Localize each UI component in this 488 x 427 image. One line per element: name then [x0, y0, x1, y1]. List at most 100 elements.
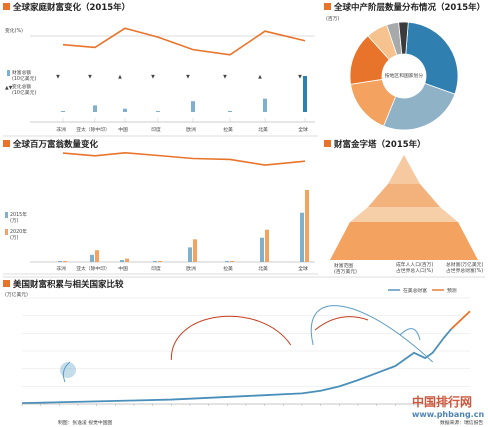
total-bar [156, 111, 160, 112]
wealth-pyramid-panel: 财富金字塔（2015年） 财富范围 (百万美元) 成年人人口(百万) 占世界总人… [324, 139, 483, 275]
panel-title: 全球中产阶层数量分布情况（2015年） [333, 2, 485, 13]
panel-title: 美国财富积累与相关国家比较 [13, 279, 124, 290]
panel-title: 全球家庭财富变化（2015年） [12, 2, 130, 13]
panel-title: 财富金字塔（2015年） [333, 139, 426, 150]
category-label: 北美 [258, 126, 268, 133]
category-label: 拉美 [223, 126, 233, 133]
bar-2015 [153, 261, 157, 262]
bar-2020 [230, 260, 234, 262]
category-label: 北美 [258, 265, 268, 272]
wealth-change-panel: 全球家庭财富变化（2015年） 变化(%) 财富总额 (10亿美元) ▲▼ 变化… [3, 2, 318, 137]
pyramid-tier-4 [330, 222, 478, 260]
category-label: 欧洲 [186, 265, 196, 272]
legend-delta-unit: (10亿美元) [12, 89, 36, 96]
category-label: 欧洲 [186, 126, 196, 133]
bar-2015 [120, 260, 124, 262]
millionaires-panel: 全球百万富翁数量变化 2015年 (万) 2020年 (万) 非洲 亚太（除中印）… [3, 139, 318, 275]
legend-delta: 变化总额 [12, 83, 31, 90]
category-label: 非洲 [56, 265, 66, 272]
panel-title: 全球百万富翁数量变化 [12, 139, 99, 150]
bar-2020 [63, 261, 67, 262]
total-bar [123, 108, 127, 112]
total-bar [263, 98, 267, 112]
panel-marker [3, 280, 10, 287]
delta-arrow: ▼ [56, 74, 60, 80]
source-credit: 制图：张逸凌 视觉中国图 [58, 419, 112, 426]
panel-marker [3, 3, 10, 10]
arrow-china-2000 [170, 315, 292, 361]
us-wealth-panel: 美国财富积累与相关国家比较 (万亿美元) 在美总财富 预测 [3, 276, 485, 406]
data-source: 数据来源：瑞信报告 [440, 419, 483, 426]
panel-marker [324, 140, 331, 147]
legend-2015-unit: (万) [10, 218, 19, 224]
category-label: 全球 [298, 126, 308, 133]
category-label: 全球 [298, 265, 308, 272]
bar-2020 [193, 239, 197, 262]
pie-unit: (百万) [326, 16, 339, 22]
pyramid-range-label: 财富范围 [334, 262, 353, 269]
western-europe-bubble [60, 362, 76, 378]
bar-2015 [188, 247, 192, 262]
bar-2020 [265, 229, 269, 262]
total-bar [93, 105, 97, 112]
pyramid-adults-pct-label: 占世界总人口(%) [396, 267, 433, 274]
pyramid-tier-2 [368, 184, 440, 207]
total-bar [61, 111, 65, 112]
legend-total-unit: (10亿美元) [12, 75, 36, 82]
bar-2015 [260, 237, 264, 262]
pie-slice [405, 21, 459, 95]
category-label: 印度 [151, 126, 161, 133]
pie-slice [398, 21, 409, 55]
total-bar [228, 110, 232, 112]
legend-2020-swatch [5, 229, 8, 235]
delta-arrow: ▼ [151, 74, 155, 80]
panel-marker [3, 140, 10, 147]
forecast-line [450, 310, 471, 330]
bar-2015 [225, 261, 229, 262]
delta-arrow: ▲ [258, 74, 262, 80]
bar-2015 [300, 212, 304, 262]
legend-2015: 2015年 [10, 211, 27, 218]
category-label: 非洲 [56, 126, 66, 133]
pyramid-range-unit: (百万美元) [334, 268, 357, 275]
bar-2020 [95, 250, 99, 262]
bar-2020 [125, 258, 129, 262]
total-bar [303, 76, 307, 112]
y-axis-unit: (万亿美元) [5, 291, 28, 298]
arrow-europe [310, 305, 434, 363]
arrow-china-2 [314, 316, 369, 331]
bar-2020 [305, 190, 309, 262]
change-line [62, 27, 306, 56]
category-label: 中国 [118, 265, 128, 272]
pyramid-wealth-pct-label: 占世界总财富(%) [446, 267, 483, 274]
bar-2015 [90, 254, 94, 262]
total-bar [191, 101, 195, 112]
actual-line [21, 328, 453, 405]
pie-hole [383, 55, 425, 97]
category-label: 印度 [151, 265, 161, 272]
pyramid-wealth-label: 总财富(万亿美元) [446, 261, 483, 268]
arrow-latam [62, 361, 71, 383]
category-label: 拉美 [223, 265, 233, 272]
legend-2020-unit: (万) [10, 235, 19, 241]
legend-2020: 2020年 [10, 228, 27, 235]
bar-2020 [158, 261, 162, 262]
middle-class-panel: 全球中产阶层数量分布情况（2015年） (百万) 按地区和国家划分 [324, 2, 485, 131]
pie-center-label: 按地区和国家划分 [385, 72, 424, 79]
watermark-text: 中国排行网 [412, 394, 472, 409]
legend-change-pct: 变化(%) [5, 27, 23, 34]
bar-2015 [58, 261, 62, 262]
category-label: 亚太（除中印） [76, 126, 110, 133]
delta-arrow: ▼ [186, 74, 190, 80]
category-label: 亚太（除中印） [76, 265, 110, 272]
delta-arrow: ▲ [118, 74, 122, 80]
legend-delta-arrow: ▲▼ [5, 85, 13, 91]
growth-line [62, 151, 306, 166]
legend-total: 财富总额 [12, 69, 31, 76]
pie-slice [383, 82, 456, 131]
legend-actual: 在美总财富 [403, 287, 427, 294]
pyramid-tier-3 [350, 207, 458, 222]
legend-2015-swatch [5, 212, 8, 218]
legend-total-swatch [7, 70, 10, 76]
